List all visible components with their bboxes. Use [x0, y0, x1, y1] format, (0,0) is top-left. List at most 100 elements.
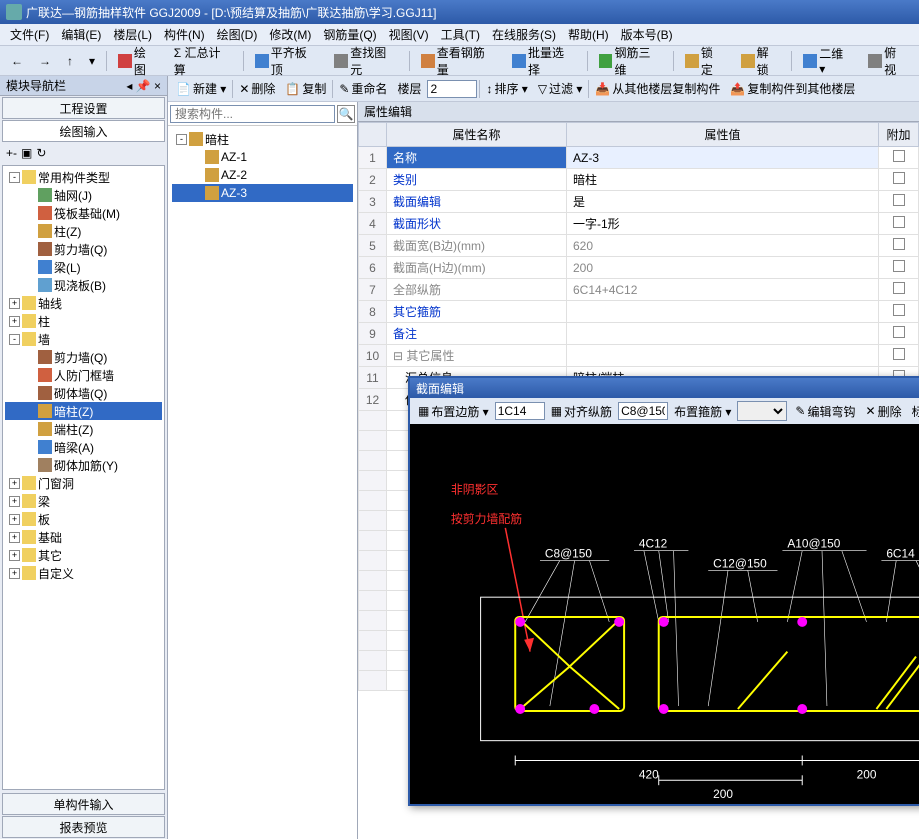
refresh-icon[interactable]: ↻ — [36, 146, 46, 160]
menu-edit[interactable]: 编辑(E) — [55, 24, 107, 45]
floor-input[interactable] — [427, 80, 477, 98]
collapse-icon[interactable]: +- — [6, 146, 17, 160]
hoop-select[interactable] — [737, 401, 787, 421]
nav-tab-draw[interactable]: 绘图输入 — [2, 120, 165, 142]
svg-text:6C14: 6C14 — [886, 547, 915, 561]
search-input[interactable] — [170, 105, 335, 123]
toolbar-btn[interactable]: 钢筋三维 — [592, 41, 669, 81]
search-button[interactable]: 🔍 — [337, 105, 355, 123]
tree-item[interactable]: 筏板基础(M) — [5, 204, 162, 222]
section-editor-window: 截面编辑 ▦ 布置边筋 ▾ ▦ 对齐纵筋 布置箍筋 ▾ ✎ 编辑弯钩 ✕ 删除 … — [408, 376, 919, 806]
align-rebar-input[interactable] — [618, 402, 668, 420]
toolbar-btn[interactable]: 绘图 — [111, 41, 165, 81]
prop-value[interactable] — [567, 301, 879, 323]
extra-checkbox[interactable] — [893, 172, 905, 184]
toolbar-btn[interactable]: Σ 汇总计算 — [167, 41, 239, 81]
annotation-button[interactable]: 标注 ▾ — [908, 401, 919, 422]
tree-item[interactable]: 暗梁(A) — [5, 438, 162, 456]
toolbar-btn[interactable]: 查找图元 — [327, 41, 404, 81]
tree-item[interactable]: 人防门框墙 — [5, 366, 162, 384]
toolbar-btn[interactable]: 俯视 — [861, 41, 915, 81]
tree-item[interactable]: 梁(L) — [5, 258, 162, 276]
tab-single-input[interactable]: 单构件输入 — [2, 793, 165, 815]
delete-button[interactable]: ✕ 删除 — [235, 78, 279, 99]
extra-checkbox[interactable] — [893, 194, 905, 206]
se-delete-button[interactable]: ✕ 删除 — [862, 401, 906, 422]
app-icon — [6, 4, 22, 20]
toolbar-btn[interactable]: 二维 ▾ — [796, 42, 859, 79]
prop-value[interactable]: AZ-3 — [567, 147, 879, 169]
extra-checkbox[interactable] — [893, 238, 905, 250]
prop-value[interactable]: 6C14+4C12 — [567, 279, 879, 301]
tree-item[interactable]: AZ-3 — [172, 184, 353, 202]
edge-rebar-input[interactable] — [495, 402, 545, 420]
prop-value[interactable]: 200 — [567, 257, 879, 279]
nav-panel: 模块导航栏 ◂ 📌 × 工程设置 绘图输入 +- ▣ ↻ -常用构件类型轴网(J… — [0, 76, 168, 839]
tree-item[interactable]: -常用构件类型 — [5, 168, 162, 186]
tree-item[interactable]: +其它 — [5, 546, 162, 564]
extra-checkbox[interactable] — [893, 304, 905, 316]
toolbar-btn[interactable]: 解锁 — [734, 41, 788, 81]
tree-item[interactable]: +柱 — [5, 312, 162, 330]
tree-item[interactable]: +梁 — [5, 492, 162, 510]
tree-item[interactable]: AZ-1 — [172, 148, 353, 166]
copy-button[interactable]: 📋 复制 — [281, 78, 330, 99]
filter-button[interactable]: ▽ 过滤 ▾ — [534, 78, 587, 99]
extra-checkbox[interactable] — [893, 150, 905, 162]
tree-item[interactable]: -墙 — [5, 330, 162, 348]
tree-item[interactable]: +轴线 — [5, 294, 162, 312]
tree-item[interactable]: 暗柱(Z) — [5, 402, 162, 420]
tree-item[interactable]: -暗柱 — [172, 130, 353, 148]
tree-item[interactable]: AZ-2 — [172, 166, 353, 184]
tree-item[interactable]: +板 — [5, 510, 162, 528]
tree-item[interactable]: 剪力墙(Q) — [5, 240, 162, 258]
tree-item[interactable]: +基础 — [5, 528, 162, 546]
prop-value[interactable] — [567, 323, 879, 345]
prop-value[interactable]: 是 — [567, 191, 879, 213]
new-button[interactable]: 📄 新建 ▾ — [172, 78, 230, 99]
nav-tab-project[interactable]: 工程设置 — [2, 97, 165, 119]
copy-from-floor-button[interactable]: 📥 从其他楼层复制构件 — [591, 78, 724, 99]
nav-arrow[interactable]: → — [32, 51, 58, 71]
tree-item[interactable]: 柱(Z) — [5, 222, 162, 240]
extra-checkbox[interactable] — [893, 282, 905, 294]
tab-report[interactable]: 报表预览 — [2, 816, 165, 838]
tree-item[interactable]: 砌体加筋(Y) — [5, 456, 162, 474]
prop-value[interactable]: 暗柱 — [567, 169, 879, 191]
toolbar-btn[interactable]: 批量选择 — [505, 41, 582, 81]
menu-file[interactable]: 文件(F) — [4, 24, 55, 45]
floor-label: 楼层 — [393, 78, 425, 99]
tree-item[interactable]: 端柱(Z) — [5, 420, 162, 438]
prop-name: 名称 — [387, 147, 567, 169]
toolbar-btn[interactable]: 查看钢筋量 — [414, 41, 503, 81]
nav-arrow[interactable]: ▾ — [82, 51, 102, 71]
extra-checkbox[interactable] — [893, 260, 905, 272]
svg-text:A10@150: A10@150 — [787, 537, 840, 551]
tree-item[interactable]: 砌体墙(Q) — [5, 384, 162, 402]
col-extra: 附加 — [879, 123, 919, 147]
copy-to-floor-button[interactable]: 📤 复制构件到其他楼层 — [726, 78, 859, 99]
align-rebar-button[interactable]: ▦ 对齐纵筋 — [547, 401, 616, 422]
rename-button[interactable]: ✎ 重命名 — [335, 78, 391, 99]
tree-item[interactable]: +自定义 — [5, 564, 162, 582]
hoop-rebar-button[interactable]: 布置箍筋 ▾ — [670, 401, 735, 422]
tree-item[interactable]: 轴网(J) — [5, 186, 162, 204]
extra-checkbox[interactable] — [893, 348, 905, 360]
tree-item[interactable]: +门窗洞 — [5, 474, 162, 492]
sort-button[interactable]: ↕ 排序 ▾ — [482, 78, 531, 99]
tree-item[interactable]: 剪力墙(Q) — [5, 348, 162, 366]
edge-rebar-button[interactable]: ▦ 布置边筋 ▾ — [414, 401, 493, 422]
section-canvas[interactable]: 非阴影区 按剪力墙配筋 C8@150 4C12 C12@150 A10@150 … — [410, 424, 919, 804]
toolbar-btn[interactable]: 平齐板顶 — [248, 41, 325, 81]
prop-value[interactable]: 620 — [567, 235, 879, 257]
tree-item[interactable]: 现浇板(B) — [5, 276, 162, 294]
toolbar-btn[interactable]: 锁定 — [678, 41, 732, 81]
prop-value[interactable]: 一字-1形 — [567, 213, 879, 235]
extra-checkbox[interactable] — [893, 326, 905, 338]
edit-hook-button[interactable]: ✎ 编辑弯钩 — [791, 401, 859, 422]
nav-arrow[interactable]: ↑ — [60, 51, 80, 71]
nav-arrow[interactable]: ← — [4, 51, 30, 71]
extra-checkbox[interactable] — [893, 216, 905, 228]
expand-icon[interactable]: ▣ — [21, 146, 32, 160]
prop-value[interactable] — [567, 345, 879, 367]
